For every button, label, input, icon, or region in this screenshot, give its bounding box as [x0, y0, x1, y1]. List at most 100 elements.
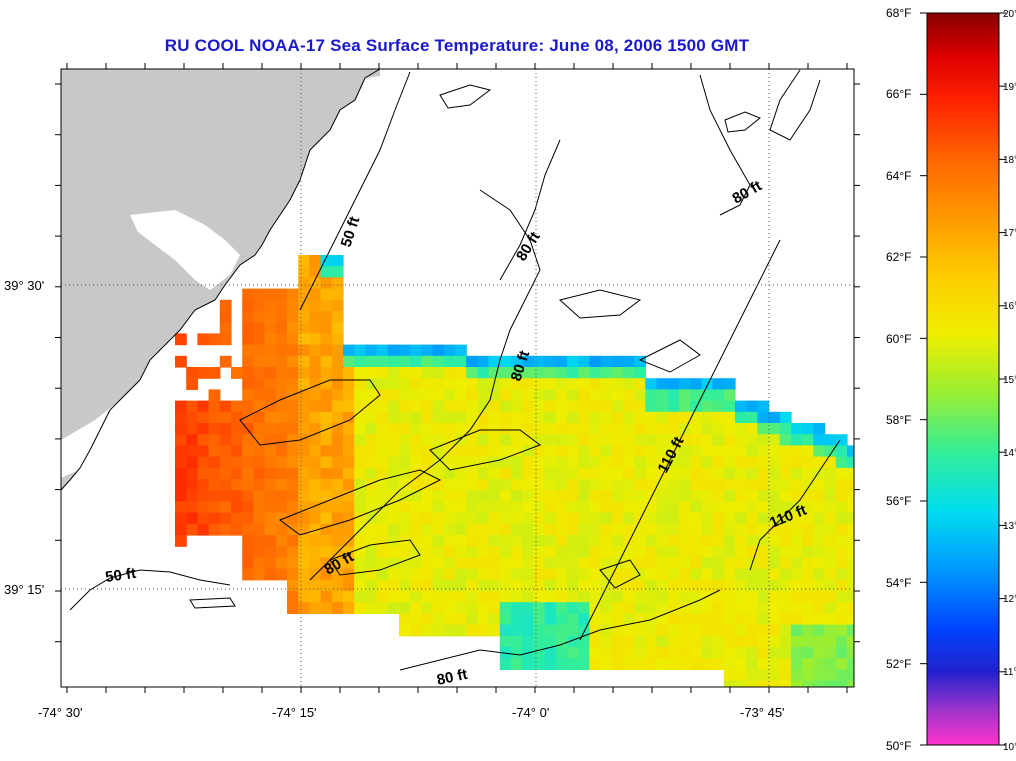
sst-cell	[298, 479, 310, 491]
sst-cell	[343, 602, 355, 614]
sst-cell	[679, 434, 691, 446]
sst-cell	[443, 344, 456, 357]
sst-cell	[611, 456, 624, 469]
sst-cell	[567, 490, 579, 502]
sst-cell	[701, 445, 714, 458]
sst-cell	[242, 378, 254, 390]
sst-cell	[365, 501, 378, 514]
sst-cell	[634, 546, 646, 558]
sst-cell	[768, 658, 781, 670]
sst-cell	[679, 467, 691, 480]
sst-cell	[511, 579, 523, 592]
sst-cell	[253, 445, 266, 458]
sst-cell	[387, 479, 400, 491]
sst-cell	[455, 434, 467, 446]
sst-cell	[746, 411, 758, 424]
sst-cell	[533, 658, 546, 670]
sst-cell	[667, 602, 680, 614]
sst-cell	[757, 479, 770, 491]
sst-cell	[253, 400, 266, 413]
lon-label-73-45: -73° 45'	[740, 705, 785, 720]
sst-cell	[667, 490, 680, 502]
sst-cell	[835, 445, 848, 458]
sst-cell	[679, 591, 691, 603]
sst-cell	[779, 579, 792, 592]
sst-cell	[589, 523, 602, 536]
sst-cell	[589, 546, 602, 558]
sst-cell	[197, 423, 210, 435]
sst-cell	[544, 367, 557, 379]
sst-cell	[824, 557, 837, 570]
sst-cell	[197, 467, 210, 480]
sst-cell	[623, 355, 635, 368]
sst-cell	[298, 400, 310, 413]
sst-cell	[544, 445, 557, 458]
sst-cell	[533, 400, 546, 413]
sst-cell	[399, 579, 411, 592]
sst-cell	[634, 490, 646, 502]
sst-cell	[757, 445, 770, 458]
sst-cell	[354, 501, 366, 514]
sst-cell	[600, 624, 613, 637]
sst-cell	[264, 535, 277, 547]
sst-cell	[264, 456, 277, 469]
sst-cell	[567, 467, 579, 480]
sst-cell	[253, 355, 266, 368]
sst-cell	[432, 624, 445, 637]
sst-cell	[757, 635, 770, 648]
sst-cell	[264, 523, 277, 536]
sst-cell	[421, 613, 434, 626]
sst-cell	[331, 311, 344, 323]
sst-cell	[835, 479, 848, 491]
sst-cell	[690, 411, 702, 424]
sst-cell	[432, 355, 445, 368]
sst-cell	[354, 602, 366, 614]
sst-cell	[309, 557, 322, 570]
sst-cell	[231, 434, 243, 446]
sst-cell	[298, 535, 310, 547]
sst-cell	[343, 467, 355, 480]
sst-cell	[432, 434, 445, 446]
sst-cell	[175, 434, 187, 446]
sst-cell	[791, 568, 803, 581]
sst-cell	[522, 389, 534, 402]
sst-cell	[197, 490, 210, 502]
sst-cell	[746, 669, 758, 682]
sst-cell	[690, 624, 702, 637]
sst-cell	[611, 624, 624, 637]
contour-50ft-north	[299, 71, 411, 311]
sst-cell	[567, 355, 579, 368]
sst-cell	[298, 322, 310, 334]
sst-cell	[544, 557, 557, 570]
sst-cell	[331, 333, 344, 346]
sst-cell	[589, 423, 602, 435]
sst-cell	[656, 647, 669, 659]
sst-cell	[791, 557, 803, 570]
sst-cell	[219, 322, 232, 334]
sst-cell	[712, 568, 725, 581]
sst-cell	[287, 602, 299, 614]
sst-cell	[779, 523, 792, 536]
sst-cell	[298, 333, 310, 346]
sst-cell	[264, 490, 277, 502]
sst-cell	[813, 557, 826, 570]
sst-cell	[197, 456, 210, 469]
sst-cell	[757, 624, 770, 637]
sst-cell	[779, 568, 792, 581]
sst-cell	[287, 546, 299, 558]
sst-cell	[667, 658, 680, 670]
sst-cell	[611, 557, 624, 570]
sst-cell	[723, 546, 736, 558]
sst-cell	[287, 344, 299, 357]
sst-cell	[701, 467, 714, 480]
sst-cell	[499, 389, 512, 402]
sst-cell	[387, 512, 400, 525]
sst-cell	[443, 546, 456, 558]
sst-cell	[320, 400, 333, 413]
sst-cell	[645, 400, 658, 413]
sst-cell	[634, 456, 646, 469]
sst-cell	[791, 658, 803, 670]
sst-cell	[466, 367, 478, 379]
sst-cell	[186, 411, 198, 424]
cbar-f-64: 64°F	[886, 169, 911, 183]
